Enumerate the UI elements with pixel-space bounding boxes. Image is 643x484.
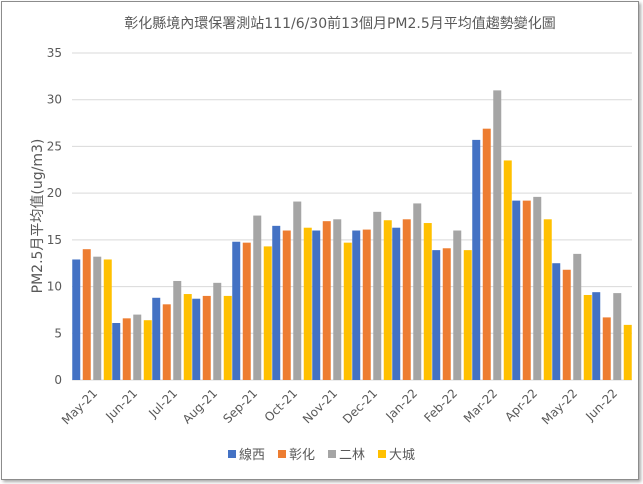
bar-Apr-22-大城 — [543, 219, 552, 380]
x-tick-label: Mar-22 — [461, 386, 500, 425]
bar-May-21-二林 — [93, 256, 102, 380]
bar-Oct-21-二林 — [293, 201, 302, 380]
bar-May-21-彰化 — [82, 249, 91, 380]
bar-Jan-22-大城 — [423, 223, 432, 380]
bar-Sep-21-大城 — [263, 246, 272, 380]
bar-Aug-21-彰化 — [202, 295, 211, 380]
bar-Mar-22-線西 — [472, 139, 481, 380]
bar-Jun-21-大城 — [143, 320, 152, 380]
bar-May-22-彰化 — [562, 269, 571, 380]
x-tick-label: Jan-22 — [383, 386, 421, 424]
legend-label: 線西 — [239, 447, 265, 463]
bar-Jun-21-二林 — [133, 314, 142, 380]
x-tick-label: Jun-22 — [582, 386, 620, 424]
bar-Sep-21-線西 — [232, 241, 241, 380]
bar-Mar-22-二林 — [493, 90, 502, 380]
y-tick-label: 0 — [54, 373, 62, 387]
bar-May-21-大城 — [103, 259, 112, 380]
bar-Jan-22-二林 — [413, 203, 422, 380]
bar-Mar-22-大城 — [503, 160, 512, 380]
bar-May-22-線西 — [552, 263, 561, 380]
y-tick-label: 10 — [47, 280, 62, 294]
x-tick-label: Apr-22 — [502, 386, 540, 424]
bar-Jun-22-彰化 — [602, 317, 611, 380]
y-axis-label: PM2.5月平均值(ug/m3) — [30, 139, 46, 294]
x-tick-label: Aug-21 — [180, 386, 220, 426]
y-tick-label: 35 — [47, 46, 62, 60]
bar-Dec-21-大城 — [383, 220, 392, 380]
legend-label: 大城 — [389, 448, 415, 463]
bar-Apr-22-彰化 — [522, 200, 531, 380]
x-tick-label: Oct-21 — [262, 386, 300, 424]
x-tick-label: Jul-21 — [145, 386, 180, 421]
bar-Sep-21-二林 — [253, 215, 262, 380]
bar-Dec-21-二林 — [373, 211, 382, 380]
y-tick-label: 15 — [47, 233, 62, 247]
x-tick-label: Nov-21 — [300, 386, 340, 426]
bar-Jul-21-二林 — [173, 280, 182, 380]
bar-Nov-21-二林 — [333, 219, 342, 380]
bar-Aug-21-二林 — [213, 282, 222, 380]
legend-label: 彰化 — [289, 447, 315, 463]
bar-Sep-21-彰化 — [242, 242, 251, 380]
bar-Nov-21-線西 — [312, 230, 321, 380]
bar-Feb-22-大城 — [463, 250, 472, 380]
bar-May-22-大城 — [583, 294, 592, 380]
bar-Aug-21-大城 — [223, 295, 232, 380]
bar-Oct-21-彰化 — [282, 230, 291, 380]
x-tick-label: Feb-22 — [421, 386, 460, 425]
bar-Dec-21-線西 — [352, 230, 361, 380]
bar-Apr-22-二林 — [533, 196, 542, 380]
bar-Oct-21-線西 — [272, 225, 281, 380]
bar-Aug-21-線西 — [192, 298, 201, 380]
bar-Feb-22-線西 — [432, 250, 441, 380]
bar-Jan-22-線西 — [392, 227, 401, 380]
y-tick-label: 5 — [54, 326, 62, 340]
legend-swatch — [278, 450, 286, 458]
legend-label: 二林 — [339, 448, 365, 463]
bar-May-22-二林 — [573, 253, 582, 380]
bar-Jun-22-二林 — [613, 293, 622, 380]
bar-Mar-22-彰化 — [482, 128, 491, 380]
bar-Jul-21-線西 — [152, 297, 161, 380]
bar-Jul-21-大城 — [183, 294, 192, 380]
bar-Apr-22-線西 — [512, 200, 521, 380]
bar-Dec-21-彰化 — [362, 229, 371, 380]
bar-Jun-21-彰化 — [122, 318, 131, 380]
chart-title: 彰化縣境內環保署測站111/6/30前13個月PM2.5月平均值趨勢變化圖 — [124, 15, 555, 32]
bar-Feb-22-彰化 — [442, 248, 451, 380]
bar-Jan-22-彰化 — [402, 219, 411, 380]
bar-Nov-21-大城 — [343, 242, 352, 380]
bar-Jul-21-彰化 — [162, 304, 171, 380]
bar-Jun-22-線西 — [592, 292, 601, 380]
x-tick-label: Jun-21 — [102, 386, 140, 424]
x-tick-label: May-21 — [59, 386, 100, 427]
y-tick-label: 30 — [47, 93, 62, 107]
y-tick-label: 20 — [47, 186, 62, 200]
x-tick-label: May-22 — [539, 386, 580, 427]
y-tick-label: 25 — [47, 139, 62, 153]
bar-Nov-21-彰化 — [322, 221, 331, 380]
bar-May-21-線西 — [72, 259, 81, 380]
x-tick-label: Sep-21 — [220, 386, 260, 426]
bar-Oct-21-大城 — [303, 227, 312, 380]
bar-Feb-22-二林 — [453, 230, 462, 380]
bar-Jun-22-大城 — [623, 324, 632, 380]
legend-swatch — [378, 450, 386, 458]
x-tick-label: Dec-21 — [340, 386, 380, 426]
legend-swatch — [328, 450, 336, 458]
bar-Jun-21-線西 — [112, 323, 121, 380]
legend-swatch — [228, 450, 236, 458]
